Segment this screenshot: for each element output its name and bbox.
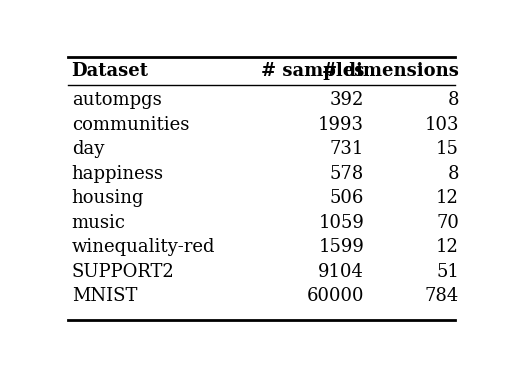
Text: 784: 784 <box>424 287 458 306</box>
Text: MNIST: MNIST <box>71 287 137 306</box>
Text: 15: 15 <box>435 140 458 158</box>
Text: 392: 392 <box>329 91 363 109</box>
Text: autompgs: autompgs <box>71 91 161 109</box>
Text: 70: 70 <box>435 214 458 232</box>
Text: happiness: happiness <box>71 165 163 183</box>
Text: # dimensions: # dimensions <box>322 62 458 80</box>
Text: winequality-red: winequality-red <box>71 238 215 257</box>
Text: Dataset: Dataset <box>71 62 148 80</box>
Text: 51: 51 <box>435 263 458 281</box>
Text: music: music <box>71 214 125 232</box>
Text: 103: 103 <box>423 116 458 134</box>
Text: SUPPORT2: SUPPORT2 <box>71 263 174 281</box>
Text: 8: 8 <box>446 91 458 109</box>
Text: 1993: 1993 <box>318 116 363 134</box>
Text: communities: communities <box>71 116 189 134</box>
Text: # samples: # samples <box>260 62 363 80</box>
Text: 578: 578 <box>329 165 363 183</box>
Text: 12: 12 <box>435 238 458 257</box>
Text: 731: 731 <box>329 140 363 158</box>
Text: day: day <box>71 140 104 158</box>
Text: 60000: 60000 <box>306 287 363 306</box>
Text: housing: housing <box>71 189 144 208</box>
Text: 12: 12 <box>435 189 458 208</box>
Text: 506: 506 <box>329 189 363 208</box>
Text: 1059: 1059 <box>318 214 363 232</box>
Text: 1599: 1599 <box>318 238 363 257</box>
Text: 9104: 9104 <box>318 263 363 281</box>
Text: 8: 8 <box>446 165 458 183</box>
